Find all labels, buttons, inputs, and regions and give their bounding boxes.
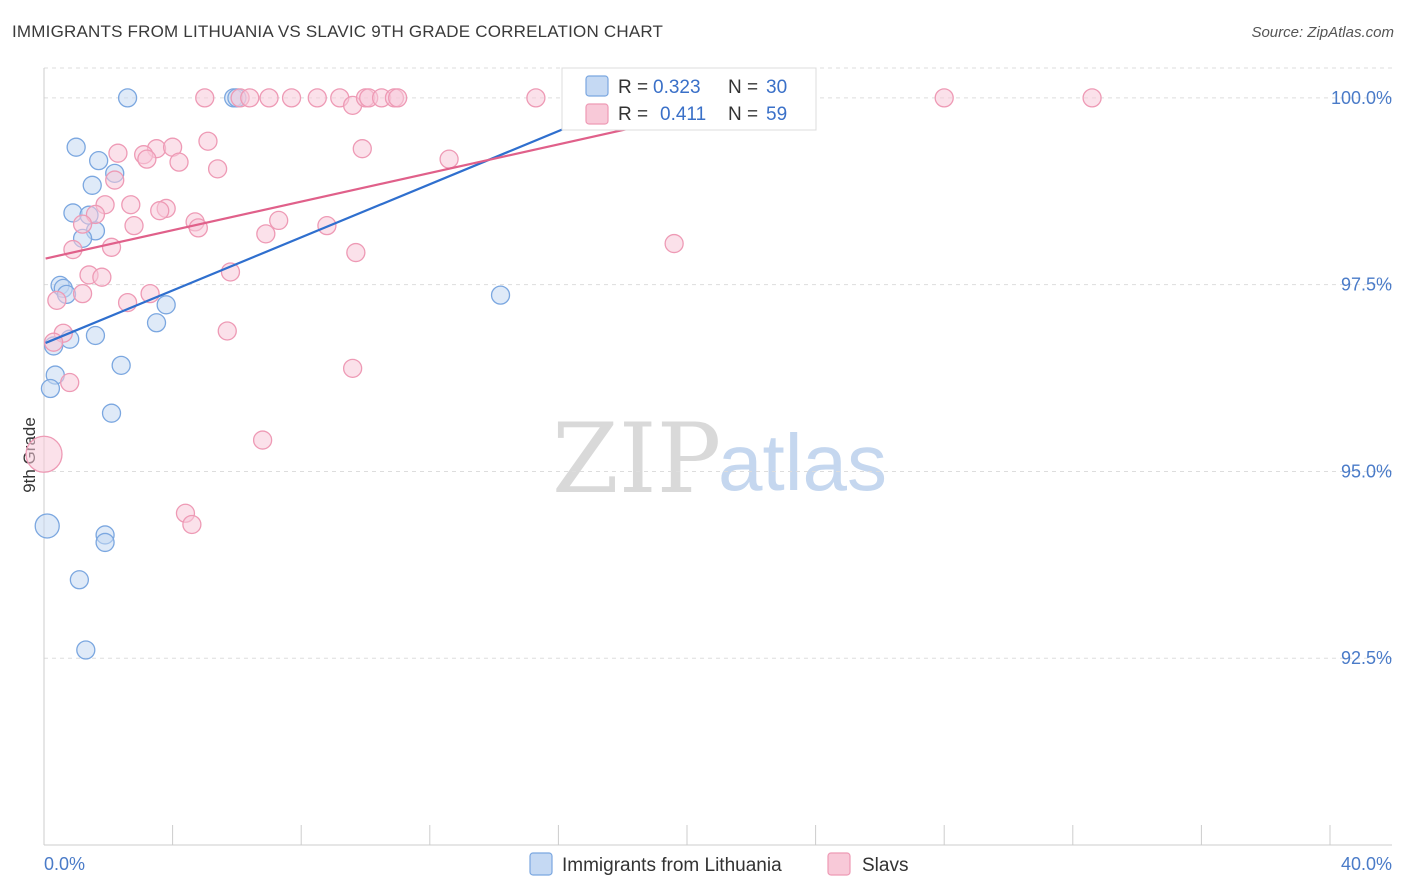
slavs-point-40 bbox=[101, 237, 122, 257]
legend-n-label-slavs: N = bbox=[728, 104, 758, 125]
watermark: ZIP atlas bbox=[552, 403, 887, 515]
slavs-point-20 bbox=[108, 143, 128, 163]
lithuania-point-5 bbox=[89, 150, 109, 171]
chart-title: IMMIGRANTS FROM LITHUANIA VS SLAVIC 9TH … bbox=[12, 22, 664, 41]
slavs-point-0 bbox=[195, 88, 215, 108]
source-label: Source: ZipAtlas.com bbox=[1251, 24, 1394, 41]
lithuania-point-29 bbox=[76, 640, 96, 660]
lithuania-point-25 bbox=[34, 513, 60, 539]
slavs-point-47 bbox=[72, 283, 93, 304]
lithuania-point-0 bbox=[117, 88, 138, 108]
slavs-point-39 bbox=[256, 224, 276, 244]
slavs-point-59 bbox=[182, 514, 202, 535]
slavs-point-17 bbox=[198, 131, 218, 151]
lithuania-point-24 bbox=[101, 403, 122, 423]
lithuania-trend-line bbox=[45, 96, 640, 344]
x-tick-label-1: 40.0% bbox=[1341, 854, 1392, 874]
series-legend-swatch-slavs bbox=[827, 852, 851, 876]
slavs-point-4 bbox=[281, 88, 302, 108]
slavs-point-13 bbox=[526, 88, 546, 108]
series-legend-label-lithuania: Immigrants from Lithuania bbox=[562, 855, 782, 876]
slavs-point-3 bbox=[259, 88, 279, 108]
lithuania-point-21 bbox=[111, 355, 131, 376]
slavs-point-31 bbox=[150, 201, 170, 221]
trend-lines bbox=[45, 96, 768, 344]
slavs-point-12 bbox=[387, 88, 408, 108]
slavs-point-25 bbox=[439, 149, 459, 169]
slavs-point-23 bbox=[169, 152, 189, 172]
slavs-point-15 bbox=[934, 88, 954, 108]
slavs-point-51 bbox=[217, 321, 237, 341]
slavs-point-57 bbox=[25, 435, 63, 473]
slavs-point-33 bbox=[72, 214, 93, 234]
slavs-point-55 bbox=[60, 372, 80, 393]
y-tick-label-3: 92.5% bbox=[1341, 648, 1392, 668]
legend-swatch-slavs bbox=[585, 103, 609, 125]
lithuania-point-15 bbox=[156, 295, 176, 315]
lithuania-point-16 bbox=[490, 285, 511, 305]
slavs-point-56 bbox=[252, 430, 273, 450]
y-tick-label-1: 97.5% bbox=[1341, 275, 1392, 295]
series-legend-label-slavs: Slavs bbox=[862, 855, 908, 876]
legend-swatch-lithuania bbox=[585, 75, 609, 97]
slavs-point-22 bbox=[137, 149, 157, 169]
legend-n-label-lithuania: N = bbox=[728, 77, 758, 98]
series-legend-swatch-lithuania bbox=[529, 852, 553, 876]
slavs-point-29 bbox=[121, 195, 141, 215]
slavs-point-34 bbox=[124, 215, 144, 236]
slavs-point-49 bbox=[47, 290, 67, 311]
slavs-point-24 bbox=[352, 139, 372, 159]
slavs-point-27 bbox=[105, 170, 125, 190]
y-tick-label-2: 95.0% bbox=[1341, 461, 1392, 481]
watermark-zip: ZIP bbox=[552, 403, 721, 515]
lithuania-point-7 bbox=[82, 175, 102, 195]
watermark-atlas: atlas bbox=[718, 418, 887, 507]
legend-r-value-slavs: 0.411 bbox=[660, 104, 706, 125]
slavs-point-43 bbox=[664, 233, 684, 254]
lithuania-point-23 bbox=[40, 378, 61, 399]
slavs-point-37 bbox=[269, 210, 289, 231]
lithuania-point-17 bbox=[146, 313, 167, 333]
slavs-point-26 bbox=[207, 159, 228, 179]
slavs-point-5 bbox=[307, 88, 327, 108]
data-points bbox=[25, 88, 1102, 660]
gridlines bbox=[44, 67, 1394, 659]
x-tick-label-0: 0.0% bbox=[44, 854, 85, 874]
slavs-point-16 bbox=[1082, 88, 1102, 108]
slavs-point-36 bbox=[188, 218, 208, 238]
legend-n-value-slavs: 59 bbox=[766, 104, 787, 125]
legend-n-value-lithuania: 30 bbox=[766, 77, 787, 98]
lithuania-point-28 bbox=[69, 570, 90, 590]
slavs-point-54 bbox=[342, 358, 363, 378]
lithuania-point-27 bbox=[95, 532, 115, 553]
tick-labels: 100.0% 97.5% 95.0% 92.5% 0.0% 40.0% bbox=[44, 88, 1392, 874]
slavs-point-41 bbox=[63, 239, 83, 260]
slavs-point-42 bbox=[346, 242, 366, 263]
lithuania-point-18 bbox=[85, 325, 106, 346]
stats-legend: R = 0.323 N = 30 R = 0.411 N = 59 bbox=[561, 67, 817, 131]
legend-r-label-slavs: R = bbox=[618, 104, 648, 125]
axes bbox=[43, 68, 1392, 846]
legend-r-value-lithuania: 0.323 bbox=[653, 77, 701, 98]
lithuania-point-4 bbox=[66, 137, 86, 157]
slavs-point-32 bbox=[85, 204, 106, 225]
legend-r-label-lithuania: R = bbox=[618, 77, 648, 98]
slavs-point-46 bbox=[92, 267, 112, 287]
y-tick-label-0: 100.0% bbox=[1331, 88, 1392, 108]
series-legend: Immigrants from Lithuania Slavs bbox=[529, 852, 908, 876]
slavs-point-2 bbox=[240, 88, 260, 108]
